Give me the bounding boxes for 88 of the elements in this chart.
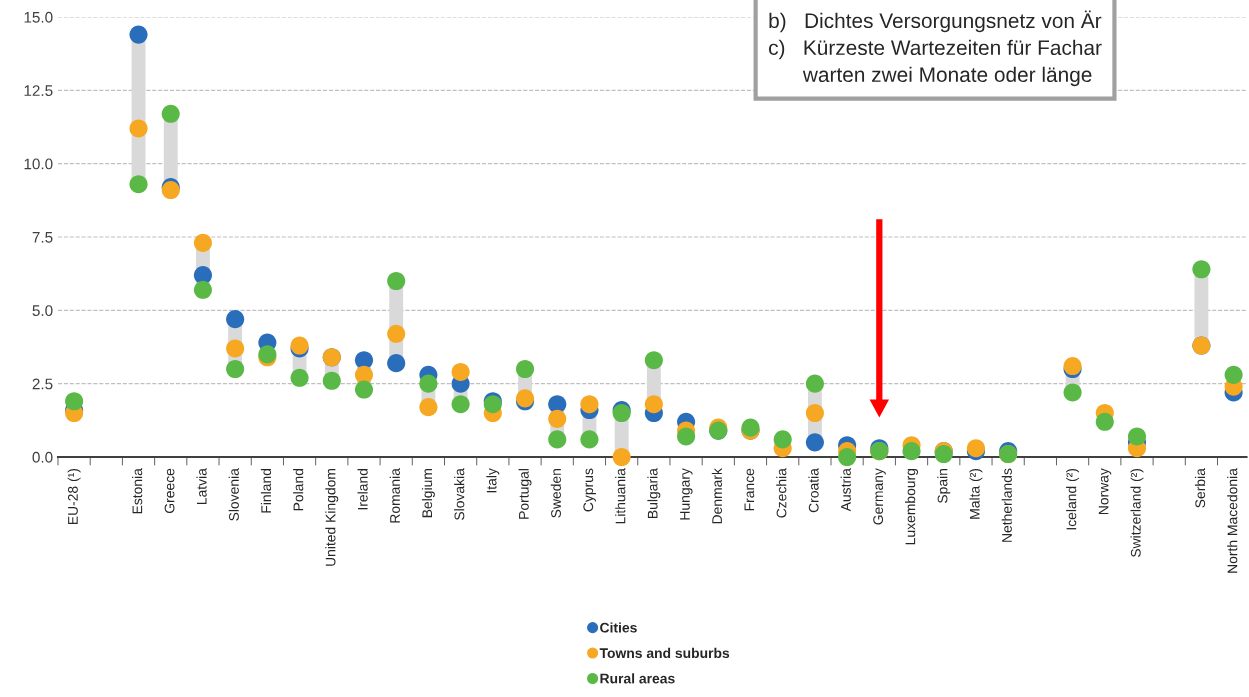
y-tick-label: 0.0 [32,451,53,463]
x-tick-label: Luxembourg [905,469,918,545]
point [226,339,245,358]
point [354,380,374,399]
point [387,354,406,373]
legend-label: Cities [600,622,637,633]
x-tick-label: Netherlands [1001,468,1012,542]
y-tick-label: 7.5 [32,232,53,243]
annotation: b) Dichtes Versorgungsnetz von Är [769,10,1102,33]
point [1063,383,1082,402]
x-tick-label: Spain [937,469,951,503]
point [644,395,663,414]
x-tick-label: France [744,468,755,511]
point [387,271,406,291]
point [1192,260,1211,279]
point [322,371,341,390]
x-tick-label: Finland [260,469,272,513]
point [129,25,148,44]
point [193,280,212,299]
x-tick-label: Hungary [680,468,693,520]
point [354,365,374,384]
x-tick-label: Estonia [132,468,143,514]
legend-label: Towns and suburbs [599,647,730,659]
x-tick-label: Greece [164,468,175,513]
point [419,398,438,417]
point [838,447,857,467]
point [129,119,148,138]
x-tick-label: Ireland [357,469,368,510]
point [161,104,180,123]
x-tick-label: Latvia [196,468,207,505]
x-tick-label: Slovenia [228,468,239,521]
point [515,359,535,379]
x-tick-label: Bulgaria [647,468,661,518]
legend-label: Rural areas [600,673,675,684]
point [226,310,245,329]
x-tick-label: Croatia [808,468,819,513]
x-tick-label: Cyprus [583,468,596,512]
x-tick-label: Iceland (²) [1066,468,1080,530]
point [773,430,792,449]
point [805,403,824,423]
x-tick-label: Norway [1098,468,1112,515]
point [387,324,406,343]
x-tick-label: Austria [840,468,851,512]
x-tick-label: Lithuania [615,468,626,524]
point [193,233,212,252]
point [580,430,599,449]
x-tick-label: Denmark [711,468,723,524]
point [1095,412,1114,431]
x-tick-label: Serbia [1194,468,1206,508]
x-tick-label: Malta (²) [969,468,983,519]
point [451,395,470,414]
x-tick-label: Switzerland (²) [1130,468,1144,557]
point [805,374,824,393]
point [548,430,567,449]
point [677,427,696,446]
point [1224,365,1243,384]
y-tick-label: 15.0 [24,11,53,23]
point [580,395,599,414]
x-tick-label: EU-28 (¹) [67,468,81,525]
x-tick-label: Slovakia [454,468,465,520]
point [419,374,438,393]
x-tick-label: Poland [293,469,304,511]
y-tick-label: 2.5 [32,378,53,390]
x-tick-label: North Macedonia [1227,468,1238,573]
point [451,362,470,381]
point [612,447,631,467]
point [1127,427,1147,446]
point [226,359,245,379]
point [644,351,663,370]
x-tick-label: Belgium [421,469,435,518]
point [129,175,148,194]
x-tick-label: Portugal [518,469,532,519]
x-tick-label: Czechia [776,468,787,518]
y-tick-label: 10.0 [24,158,53,170]
x-tick-label: United Kingdom [325,469,339,566]
point [548,409,567,428]
x-tick-label: Italy [486,468,500,493]
point [290,368,309,387]
x-tick-label: Romania [389,468,400,523]
x-tick-label: Sweden [550,469,561,518]
y-tick-label: 5.0 [32,305,53,317]
annotation: warten zwei Monate oder länge [802,66,1092,87]
annotation: c) Kürzeste Wartezeiten für Fachar [769,39,1102,60]
point [805,433,824,452]
y-tick-label: 12.5 [24,85,53,97]
x-tick-label: Germany [873,468,886,525]
point [902,442,921,461]
point [65,392,84,411]
